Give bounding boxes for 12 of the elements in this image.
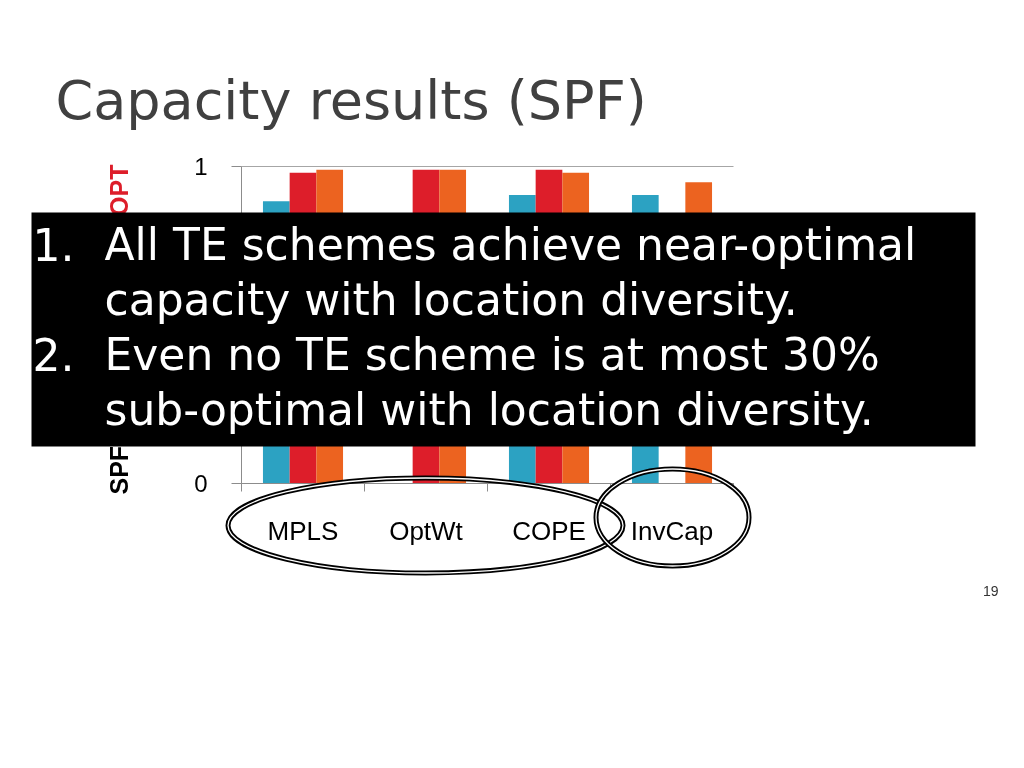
text: 19 bbox=[982, 582, 999, 599]
x-tick-label: COPE bbox=[512, 515, 586, 546]
x-tick-label: InvCap bbox=[630, 515, 714, 546]
annotation: 2. Even no TE scheme is at most 30% sub-optimal with location diversity. bbox=[32, 328, 880, 435]
annotation: 1. All TE schemes achieve near-optimal capacity with location diversity. bbox=[32, 218, 917, 325]
y-tick-label: 1 bbox=[194, 153, 208, 180]
y-tick-label: 0 bbox=[194, 470, 208, 497]
x-tick-label: MPLS bbox=[267, 515, 339, 546]
x-tick-label: OptWt bbox=[389, 515, 464, 546]
text: OPT bbox=[104, 164, 133, 216]
y-axis-title: SPF bbox=[104, 445, 133, 495]
chart-title: Capacity results (SPF) bbox=[55, 69, 647, 132]
